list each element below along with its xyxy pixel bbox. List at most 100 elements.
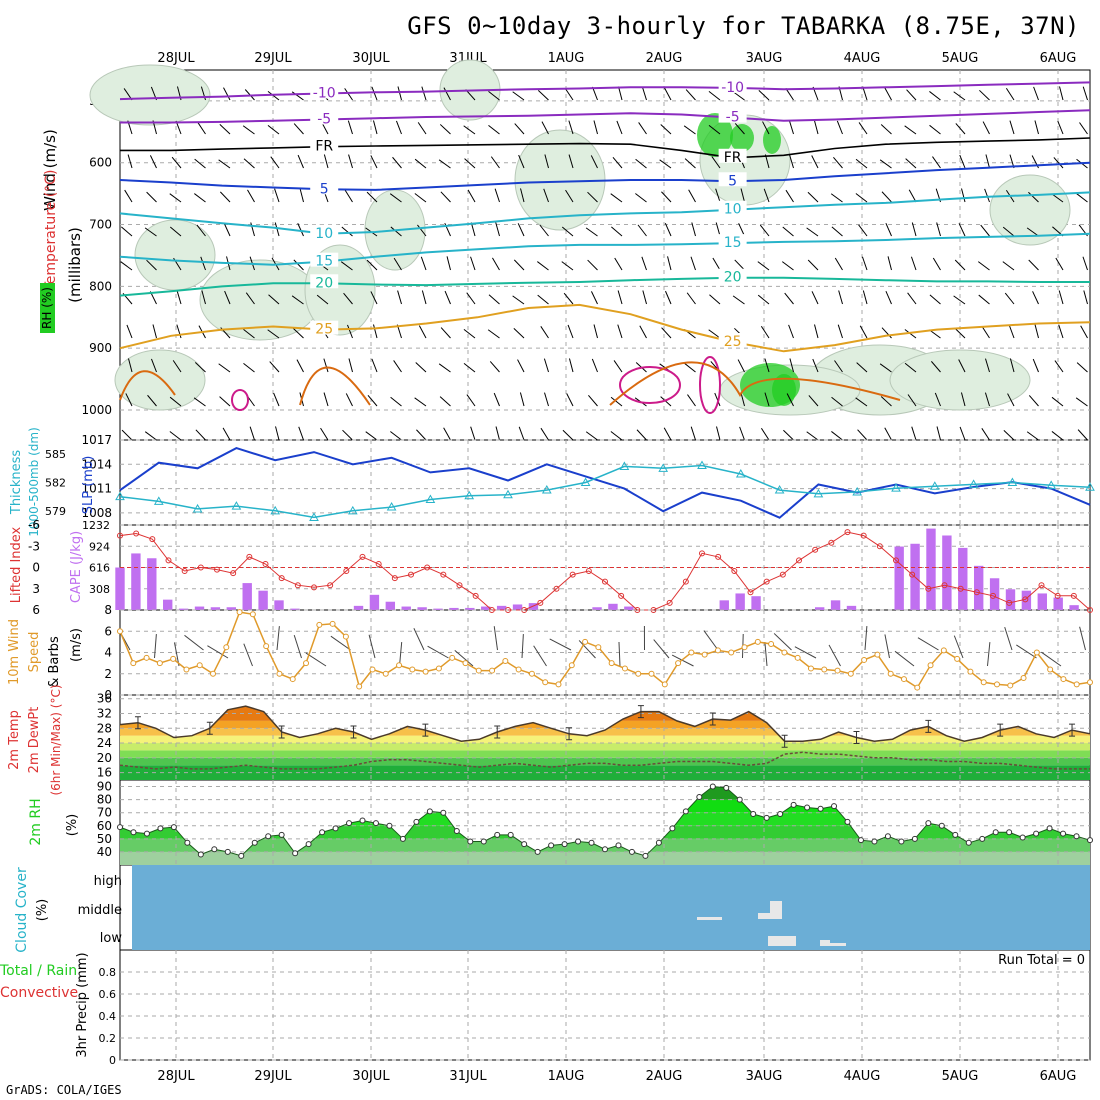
- lifted-index-point: [844, 529, 851, 536]
- precip-tick-label: 0: [109, 1054, 116, 1067]
- wind-barb: [121, 429, 133, 441]
- cape-bar: [369, 594, 380, 610]
- wind-barb: [685, 89, 696, 101]
- wind-barb: [540, 427, 549, 441]
- wind-barb: [690, 256, 696, 271]
- lifted-index-point: [779, 571, 786, 578]
- wind-barb: [144, 227, 157, 237]
- wind-barb: [936, 426, 941, 441]
- wind-barb: [1034, 120, 1039, 135]
- wind-barb: [147, 394, 157, 407]
- wind-barb: [464, 158, 476, 169]
- pressure-tick-label: 700: [89, 218, 112, 232]
- wind-barb: [390, 396, 402, 407]
- cloud-patch: [768, 936, 796, 946]
- wind-barb: [549, 638, 572, 651]
- wind-barb: [152, 324, 157, 339]
- wind-barb: [904, 125, 917, 135]
- rh-point: [386, 822, 393, 829]
- rh-point: [628, 848, 635, 855]
- wind-barb: [760, 427, 770, 441]
- rh-point: [507, 831, 514, 838]
- wind-barb: [565, 189, 574, 203]
- rh-point: [642, 852, 649, 859]
- isotherm-label-bg: [310, 320, 339, 335]
- rh-point: [979, 835, 986, 842]
- rh-point: [790, 801, 797, 808]
- wind-barb: [708, 91, 721, 101]
- cape-bar: [942, 535, 952, 610]
- wind-barb: [488, 124, 500, 135]
- wind-barb: [739, 426, 745, 441]
- rh-high-shading: [697, 113, 733, 157]
- cloud-patch: [758, 913, 770, 919]
- rh-point: [521, 841, 528, 848]
- thickness-point: [735, 468, 746, 478]
- rh-point: [548, 842, 555, 849]
- wind-speed-point: [382, 670, 389, 677]
- date-label-top: 28JUL: [157, 51, 195, 66]
- isotherm-label-bg: [718, 78, 747, 93]
- wind-barb: [544, 392, 549, 407]
- wind-barb: [193, 397, 206, 407]
- wind-speed-point: [528, 670, 535, 677]
- wind-barb: [831, 226, 843, 237]
- wind-barb: [864, 626, 868, 651]
- wind-barb: [126, 324, 133, 339]
- wind-barb: [905, 158, 917, 169]
- minmax-bar: [997, 723, 1004, 737]
- rh-point: [211, 846, 218, 853]
- rh-point: [602, 846, 608, 853]
- axis-label-precip: 3hr Precip (mm): [75, 952, 90, 1057]
- wind-barb: [121, 226, 133, 237]
- wind-speed-point: [993, 681, 1000, 688]
- minmax-bar: [422, 723, 429, 737]
- lifted-index-point: [246, 553, 253, 560]
- axis-label-speed: Speed: [27, 632, 42, 673]
- wind-barb: [518, 154, 525, 169]
- wind-speed-point: [276, 670, 283, 677]
- wind-barb: [908, 189, 917, 203]
- lifted-index-point: [391, 575, 398, 582]
- wind-barb: [880, 124, 892, 135]
- rh-point: [1073, 833, 1080, 840]
- wind-barb: [1075, 397, 1088, 407]
- wind-barb: [1079, 122, 1088, 135]
- cape-bar: [274, 600, 284, 610]
- wind-barb: [686, 292, 696, 305]
- wind-speed-point: [143, 654, 150, 661]
- lifted-index-point: [1087, 607, 1093, 613]
- isotherm-label: 10: [315, 226, 333, 242]
- wind-barb: [715, 222, 721, 237]
- cape-bar: [1053, 597, 1063, 610]
- wind-barb: [544, 154, 549, 169]
- cape-bar: [178, 608, 189, 610]
- cape-bar: [433, 608, 443, 610]
- wind-tick-label: 2: [104, 667, 112, 681]
- isotherm-line: [120, 109, 1091, 124]
- cape-bar: [385, 601, 396, 610]
- wind-barb: [812, 358, 819, 373]
- rh-point: [1046, 825, 1053, 832]
- wind-barb: [929, 91, 941, 101]
- wind-barb: [708, 124, 721, 135]
- cape-bar: [226, 607, 237, 610]
- wind-barb: [120, 261, 133, 271]
- wind-speed-point: [249, 611, 256, 618]
- isotherm-label: 10: [724, 202, 742, 218]
- wind-barb: [785, 189, 794, 203]
- precip-tick-label: 0.4: [99, 1010, 117, 1023]
- wind-barb: [291, 91, 304, 101]
- wind-speed-point: [648, 670, 655, 677]
- lifted-index-point: [165, 557, 172, 564]
- wind-barb: [194, 158, 206, 169]
- wind-barb: [493, 392, 500, 407]
- wind-barb: [397, 86, 402, 101]
- lifted-index-point: [472, 592, 479, 599]
- wind-barb: [757, 294, 770, 305]
- thickness-tick-label: 582: [45, 477, 66, 490]
- wind-barb: [932, 156, 941, 169]
- rh-legend-swatch: [40, 283, 55, 333]
- wind-barb: [399, 642, 403, 667]
- wind-barb: [1054, 360, 1064, 373]
